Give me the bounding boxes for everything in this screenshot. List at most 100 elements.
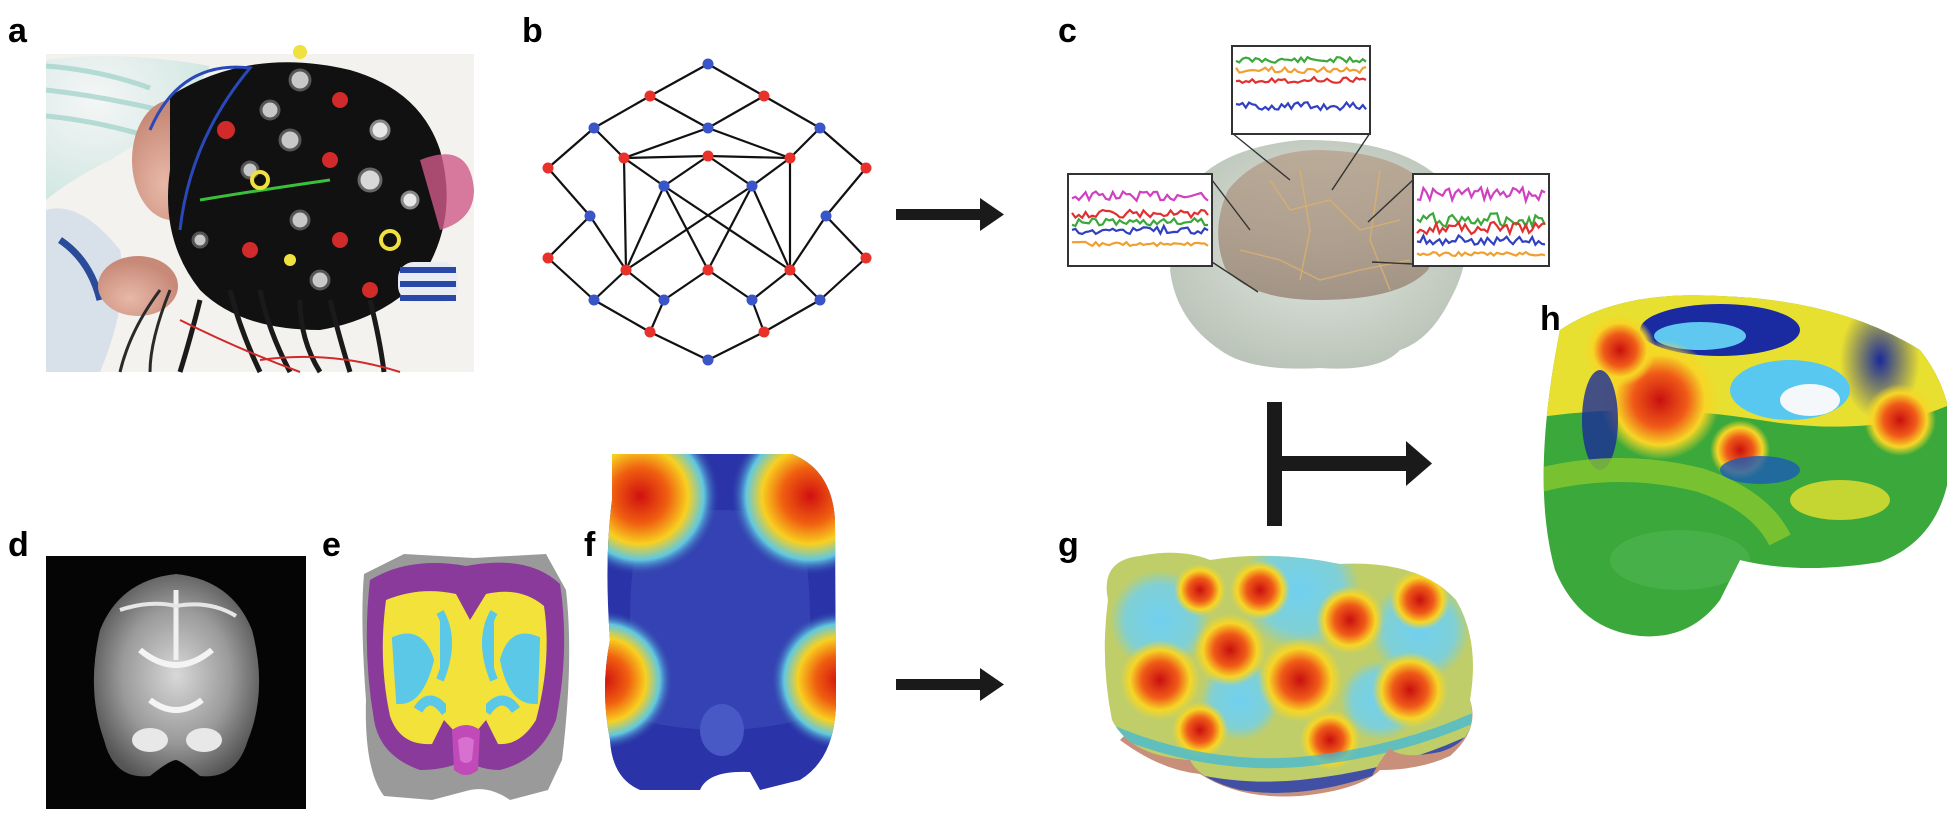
network-edge [789, 127, 821, 159]
network-edge [624, 185, 666, 271]
timeseries-trace [1416, 233, 1546, 247]
panel-label-b: b [522, 12, 543, 50]
timeseries-box-left [1067, 173, 1213, 267]
network-edge [593, 299, 651, 333]
network-edge [750, 299, 766, 333]
timeseries-trace [1071, 189, 1209, 203]
network-edge [663, 185, 709, 271]
network-edge [707, 95, 765, 129]
timeseries-trace [1416, 211, 1546, 230]
network-edge [707, 63, 765, 97]
panel-b-network-graph [542, 58, 872, 366]
network-node-blue [658, 180, 670, 192]
network-edge [789, 215, 827, 271]
panel-f-sensitivity-map [605, 454, 836, 790]
network-node-blue [814, 294, 826, 306]
network-edge [707, 185, 753, 271]
panel-h-inflated-cortex [1543, 295, 1947, 637]
timeseries-trace [1416, 184, 1546, 205]
network-edge [763, 299, 821, 333]
timeseries-trace [1416, 220, 1546, 237]
network-edge [593, 95, 651, 129]
network-edge [707, 269, 753, 301]
network-edge [547, 215, 591, 259]
network-node-red [758, 90, 770, 102]
panel-label-h: h [1540, 300, 1561, 338]
network-edge [763, 95, 821, 129]
panel-label-c: c [1058, 12, 1077, 50]
timeseries-trace [1072, 240, 1209, 248]
eeg-electrodes [191, 45, 420, 298]
network-edge [707, 154, 791, 160]
network-edge [649, 331, 709, 361]
timeseries-trace [1235, 100, 1367, 112]
network-node-red [702, 150, 714, 162]
network-edge [789, 269, 821, 301]
network-edge [751, 157, 791, 187]
network-node-red [860, 162, 872, 174]
network-edge [663, 185, 791, 271]
network-node-blue [702, 122, 714, 134]
network-node-red [618, 152, 630, 164]
network-edge [593, 127, 625, 159]
network-edge [625, 269, 665, 301]
network-edge [547, 127, 595, 169]
network-node-red [702, 264, 714, 276]
network-edge [547, 257, 595, 301]
network-edge [663, 269, 709, 301]
panel-label-f: f [584, 526, 596, 564]
timeseries-trace [1071, 216, 1208, 228]
network-edge [547, 167, 591, 217]
arrow-b-to-c: right-arrow-icon [896, 198, 1004, 231]
network-edge [707, 126, 791, 160]
network-node-blue [814, 122, 826, 134]
network-edge [649, 95, 709, 129]
panel-a-eeg-photo [45, 45, 474, 374]
network-node-blue [658, 294, 670, 306]
timeseries-right [1416, 184, 1546, 258]
network-edge [623, 126, 709, 160]
panel-e-segmentation [362, 554, 570, 800]
network-edge [649, 63, 709, 97]
panel-c-head-model [1067, 45, 1550, 369]
timeseries-left [1071, 189, 1209, 248]
network-node-blue [746, 180, 758, 192]
network-node-red [644, 326, 656, 338]
timeseries-top [1235, 55, 1367, 112]
timeseries-trace [1235, 75, 1367, 85]
network-node-blue [588, 294, 600, 306]
timeseries-trace [1235, 65, 1367, 75]
panel-d-mri-slice [46, 556, 306, 809]
network-node-red [784, 152, 796, 164]
network-edge [623, 157, 665, 187]
network-edge [819, 127, 867, 169]
network-node-red [620, 264, 632, 276]
network-edge [623, 154, 709, 160]
branch-arrow-icon [1267, 402, 1432, 526]
panel-label-e: e [322, 526, 341, 564]
panel-label-a: a [8, 12, 28, 50]
network-node-red [860, 252, 872, 264]
network-edge [707, 155, 753, 187]
panel-label-d: d [8, 526, 29, 564]
timeseries-trace [1416, 250, 1546, 258]
network-edge [663, 155, 709, 187]
arrow-f-to-g [896, 668, 1004, 701]
network-nodes [542, 58, 872, 366]
network-edge [750, 185, 792, 271]
panel-g-cortex-map [1104, 552, 1473, 797]
network-node-red [758, 326, 770, 338]
network-node-blue [746, 294, 758, 306]
network-edge [707, 331, 765, 361]
network-node-blue [820, 210, 832, 222]
network-edge [593, 269, 627, 301]
network-node-red [784, 264, 796, 276]
timeseries-trace [1071, 208, 1209, 220]
network-node-red [542, 162, 554, 174]
network-edge [825, 167, 867, 217]
network-node-red [542, 252, 554, 264]
network-edge [751, 269, 791, 301]
network-node-blue [702, 354, 714, 366]
timeseries-trace [1071, 223, 1209, 236]
